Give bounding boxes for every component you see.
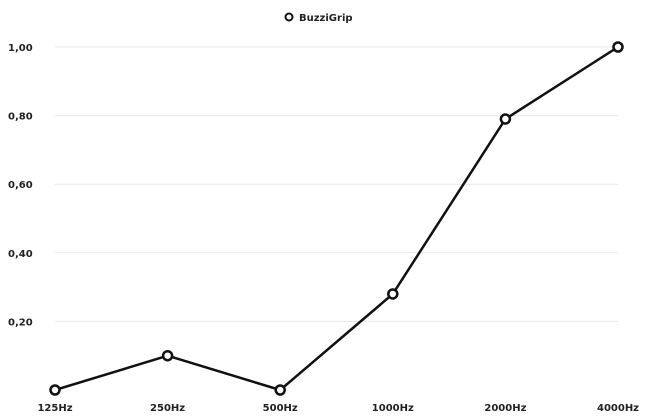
data-point[interactable] bbox=[499, 113, 512, 125]
x-tick-label: 250Hz bbox=[150, 403, 185, 414]
data-point[interactable] bbox=[49, 384, 61, 396]
x-tick-label: 2000Hz bbox=[484, 403, 526, 414]
legend-label: BuzziGrip bbox=[299, 13, 353, 24]
y-axis: 0,20 0,40 0,60 0,80 1,00 bbox=[8, 43, 33, 328]
data-point[interactable] bbox=[612, 41, 624, 53]
grid-layer bbox=[55, 46, 618, 322]
data-point[interactable] bbox=[387, 288, 399, 300]
y-tick-label: 0,40 bbox=[8, 249, 33, 260]
x-tick-label: 125Hz bbox=[37, 403, 72, 414]
series-layer bbox=[49, 41, 624, 396]
x-axis: 125Hz 250Hz 500Hz 1000Hz 2000Hz 4000Hz bbox=[37, 403, 639, 414]
x-tick-label: 4000Hz bbox=[597, 403, 639, 414]
y-tick-label: 0,20 bbox=[8, 317, 33, 328]
y-tick-label: 1,00 bbox=[8, 43, 33, 54]
y-tick-label: 0,60 bbox=[8, 180, 33, 191]
legend[interactable]: BuzziGrip bbox=[284, 12, 353, 24]
x-tick-label: 1000Hz bbox=[372, 403, 414, 414]
x-tick-label: 500Hz bbox=[263, 403, 298, 414]
y-tick-label: 0,80 bbox=[8, 112, 33, 123]
data-point[interactable] bbox=[161, 349, 174, 362]
legend-marker-icon bbox=[284, 12, 294, 22]
series-line bbox=[54, 45, 619, 392]
data-point[interactable] bbox=[274, 384, 286, 396]
